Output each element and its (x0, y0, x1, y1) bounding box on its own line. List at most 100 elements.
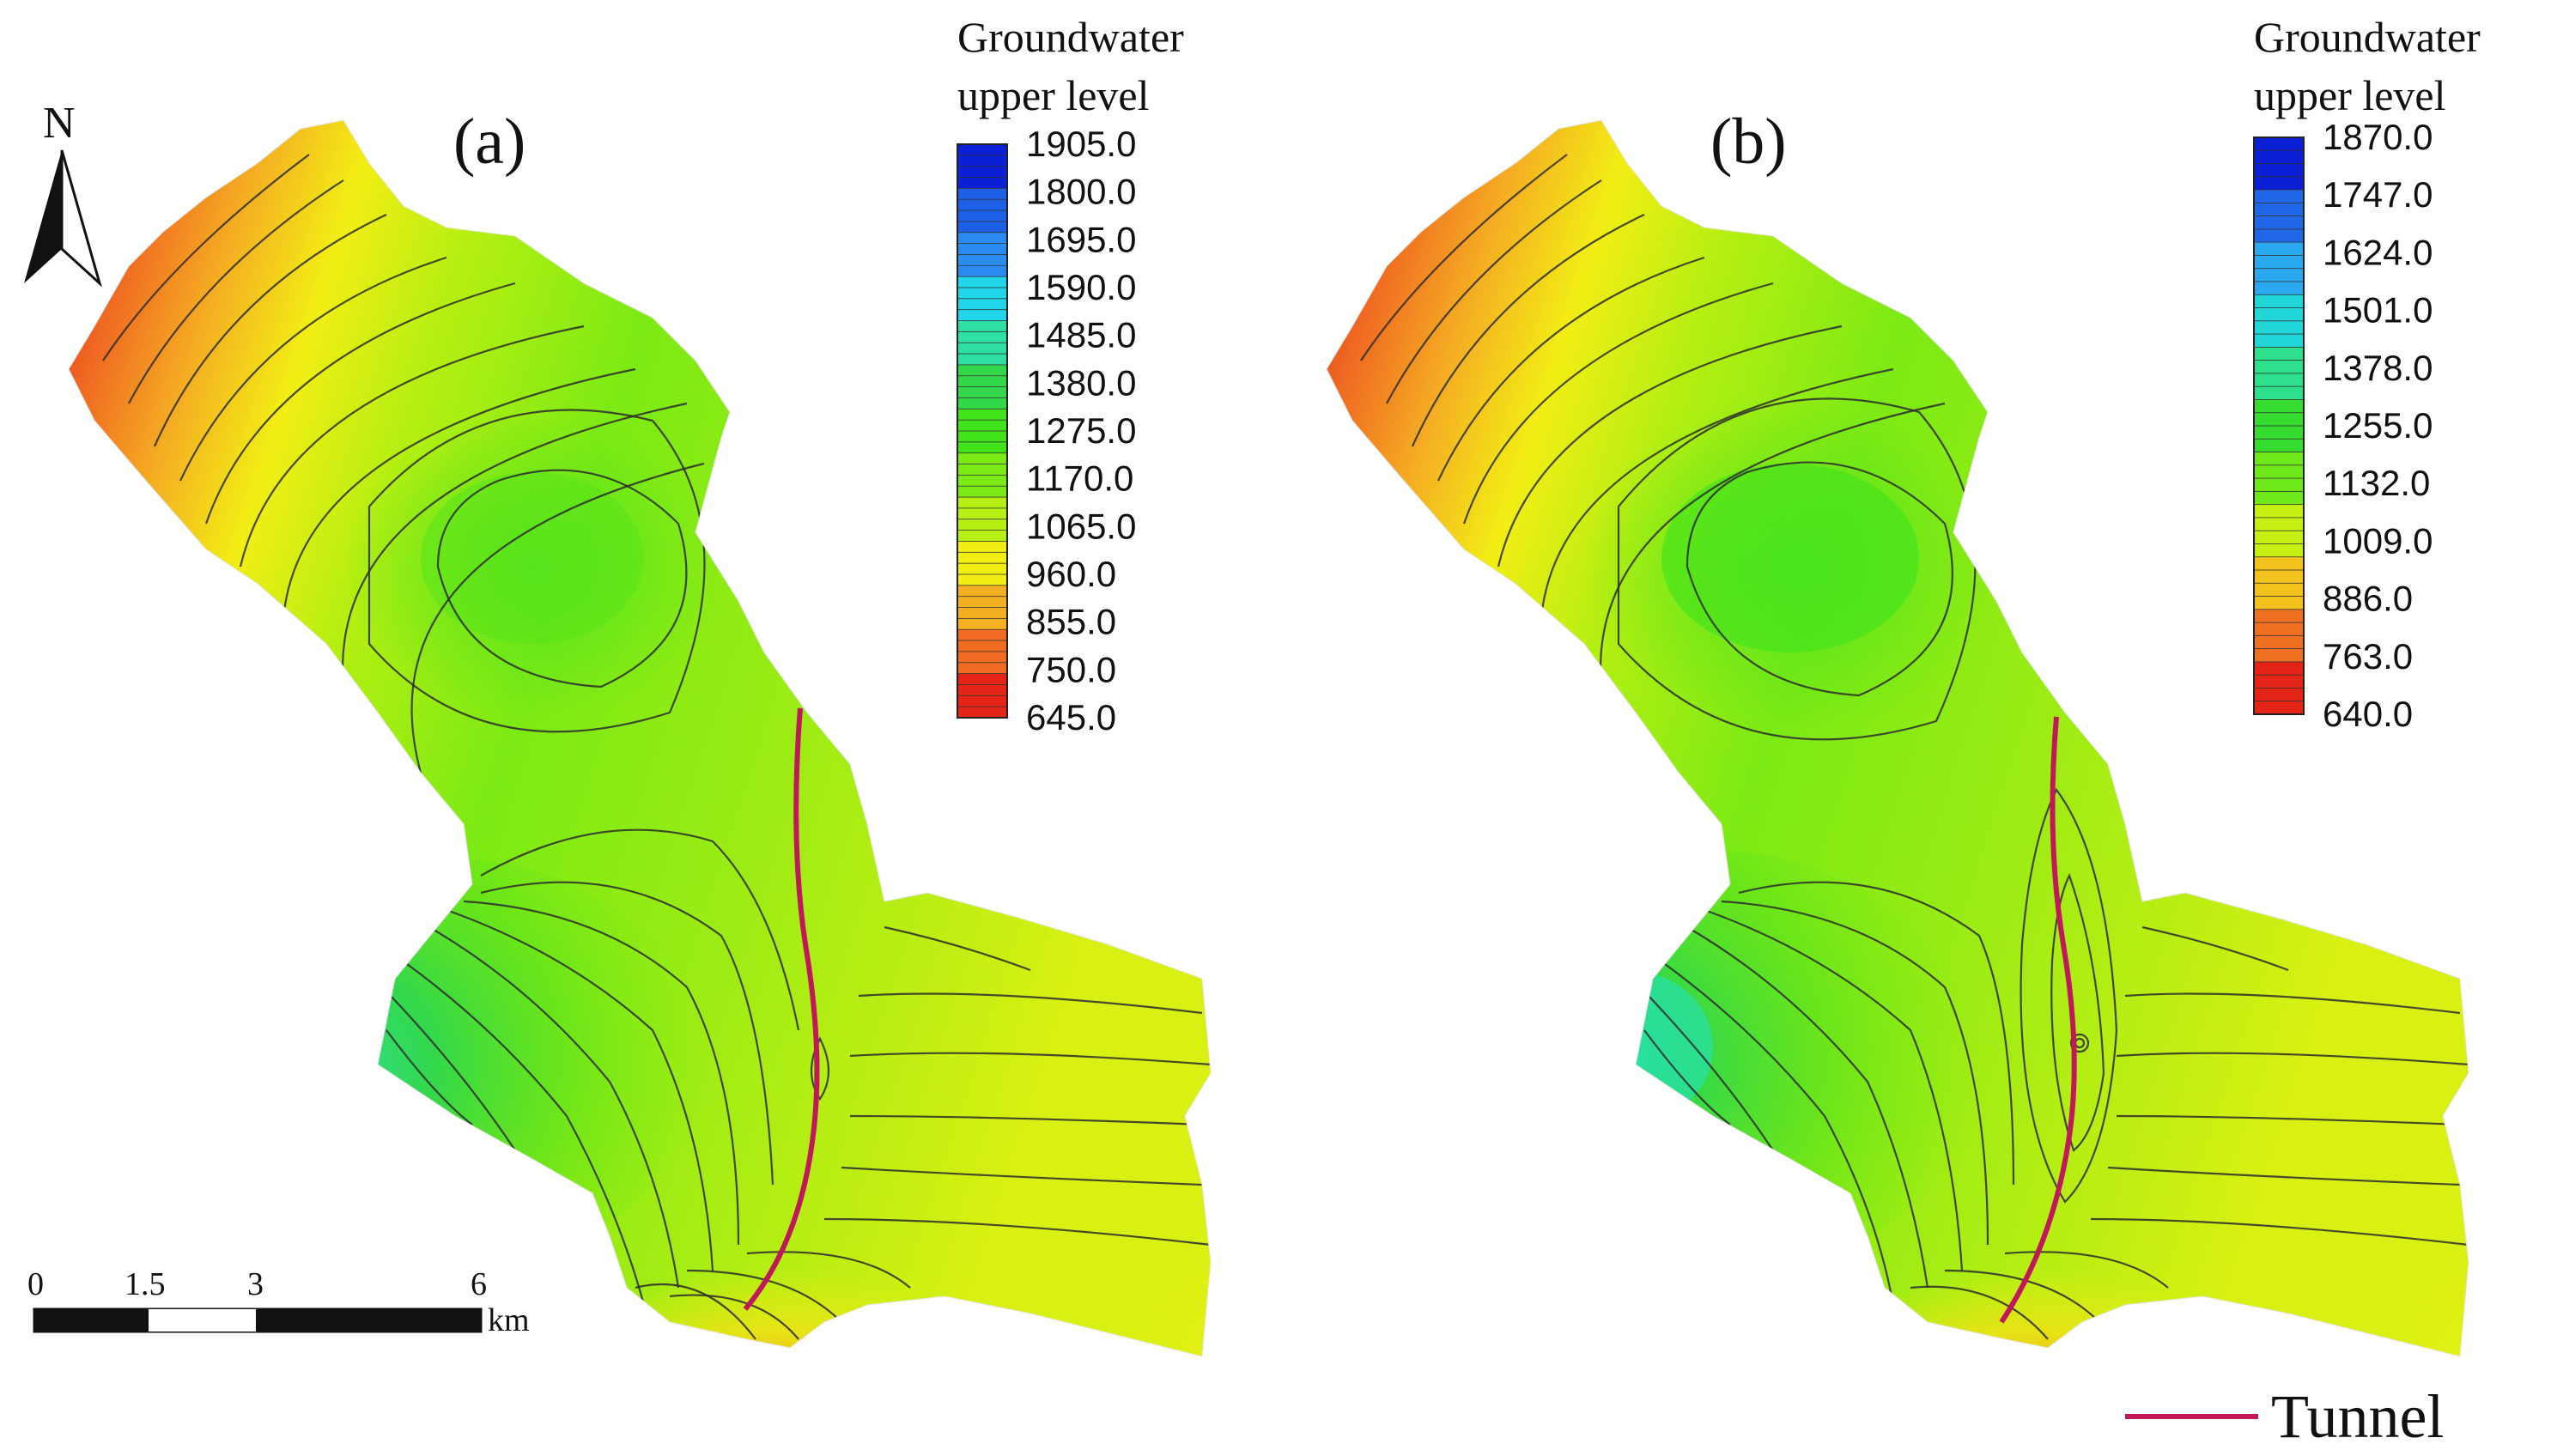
legend-color-band (2253, 569, 2305, 585)
legend-color-band (2253, 596, 2305, 610)
legend-color-band (957, 474, 1008, 488)
legend-color-band (2253, 360, 2305, 374)
legend-color-band (2253, 228, 2305, 244)
legend-color-band (957, 331, 1008, 344)
legend-a: Groundwater upper level 1905.0 1800.0 1695… (957, 13, 1184, 737)
legend-color-band (957, 695, 1008, 708)
legend-color-band (957, 430, 1008, 443)
legend-value: 886.0 (2323, 579, 2413, 619)
legend-color-band (957, 596, 1008, 609)
legend-color-band (957, 209, 1008, 222)
legend-color-band (2253, 189, 2305, 204)
legend-color-band (957, 298, 1008, 311)
legend-color-band (2253, 688, 2305, 702)
legend-color-band (957, 320, 1008, 333)
legend-value: 1485.0 (1026, 315, 1136, 355)
legend-value: 1695.0 (1026, 219, 1136, 259)
legend-color-band (2253, 701, 2305, 715)
legend-color-band (2253, 477, 2305, 493)
legend-color-band (2253, 425, 2305, 440)
legend-color-band (957, 386, 1008, 399)
legend-colorbar-frame (957, 143, 1008, 719)
legend-color-band (957, 617, 1008, 631)
legend-color-band (2253, 202, 2305, 217)
legend-b-colorbar (2253, 136, 2305, 715)
legend-color-band (2253, 399, 2305, 414)
legend-color-band (957, 276, 1008, 288)
north-label: N (43, 99, 76, 148)
legend-color-band (2253, 320, 2305, 335)
legend-color-band (957, 264, 1008, 278)
legend-color-band (2253, 464, 2305, 479)
legend-value: 1870.0 (2323, 117, 2433, 157)
legend-color-band (2253, 294, 2305, 309)
panel-a: (a) N 0 1.5 3 6 km Groundwater upper lev… (24, 13, 1212, 1357)
legend-color-band (2253, 176, 2305, 191)
legend-color-band (2253, 281, 2305, 296)
legend-value: 1065.0 (1026, 506, 1136, 546)
legend-color-band (957, 187, 1008, 201)
tunnel-legend: Tunnel (2125, 1382, 2444, 1451)
legend-a-title-line1: Groundwater (957, 13, 1184, 61)
legend-color-band (2253, 648, 2305, 663)
legend-color-band (2253, 674, 2305, 689)
legend-value: 1009.0 (2323, 520, 2433, 561)
legend-color-band (957, 254, 1008, 267)
legend-color-band (957, 353, 1008, 366)
legend-color-band (2253, 373, 2305, 388)
legend-color-band (2253, 163, 2305, 178)
legend-color-band (957, 585, 1008, 598)
legend-value: 1255.0 (2323, 405, 2433, 446)
legend-value: 640.0 (2323, 694, 2413, 734)
legend-value: 1590.0 (1026, 267, 1136, 307)
legend-color-band (957, 519, 1008, 531)
legend-color-band (957, 562, 1008, 575)
legend-b-values: 1870.0 1747.0 1624.0 1501.0 1378.0 1255.0 1132… (2323, 117, 2433, 734)
legend-color-band (957, 177, 1008, 190)
legend-color-band (957, 198, 1008, 211)
legend-color-band (957, 232, 1008, 245)
legend-color-band (2253, 149, 2305, 165)
legend-value: 1170.0 (1026, 458, 1133, 499)
legend-color-band (957, 397, 1008, 410)
legend-color-band (957, 507, 1008, 520)
legend-color-band (957, 485, 1008, 498)
legend-color-band (957, 143, 1008, 156)
legend-value: 645.0 (1026, 697, 1116, 737)
legend-color-band (957, 530, 1008, 543)
scale-tick-0: 0 (27, 1266, 44, 1302)
panel-label-a: (a) (453, 106, 525, 178)
tunnel-line-b (1999, 716, 2077, 1324)
legend-color-band (957, 551, 1008, 565)
legend-color-band (957, 464, 1008, 476)
legend-value: 1624.0 (2323, 232, 2433, 272)
tunnel-legend-label: Tunnel (2271, 1382, 2444, 1451)
legend-color-band (957, 309, 1008, 322)
tunnel-line-a (743, 707, 820, 1311)
legend-color-band (957, 287, 1008, 300)
legend-b: Groundwater upper level 1870.0 1747.0 1624… (2253, 13, 2481, 734)
legend-color-band (957, 243, 1008, 256)
legend-color-band (2253, 543, 2305, 558)
legend-color-band (2253, 490, 2305, 506)
legend-color-band (2253, 412, 2305, 427)
contour-lines-a (102, 154, 1211, 1340)
legend-color-band (957, 640, 1008, 652)
legend-color-band (957, 651, 1008, 664)
legend-color-band (957, 155, 1008, 167)
legend-color-band (957, 419, 1008, 432)
legend-color-band (2253, 452, 2305, 466)
legend-color-band (2253, 136, 2305, 152)
legend-b-title-line1: Groundwater (2254, 13, 2481, 61)
panel-b: (b) Groundwater upper level 1870.0 1747.0… (1326, 13, 2481, 1357)
legend-value: 960.0 (1026, 554, 1116, 594)
legend-color-band (957, 166, 1008, 179)
legend-color-band (2253, 634, 2305, 650)
legend-value: 1378.0 (2323, 348, 2433, 388)
legend-color-band (2253, 517, 2305, 532)
legend-a-values: 1905.0 1800.0 1695.0 1590.0 1485.0 1380.0 1275… (1026, 124, 1136, 737)
legend-color-band (957, 541, 1008, 554)
legend-color-band (957, 673, 1008, 686)
legend-color-band (957, 342, 1008, 355)
legend-value: 1132.0 (2323, 463, 2430, 503)
